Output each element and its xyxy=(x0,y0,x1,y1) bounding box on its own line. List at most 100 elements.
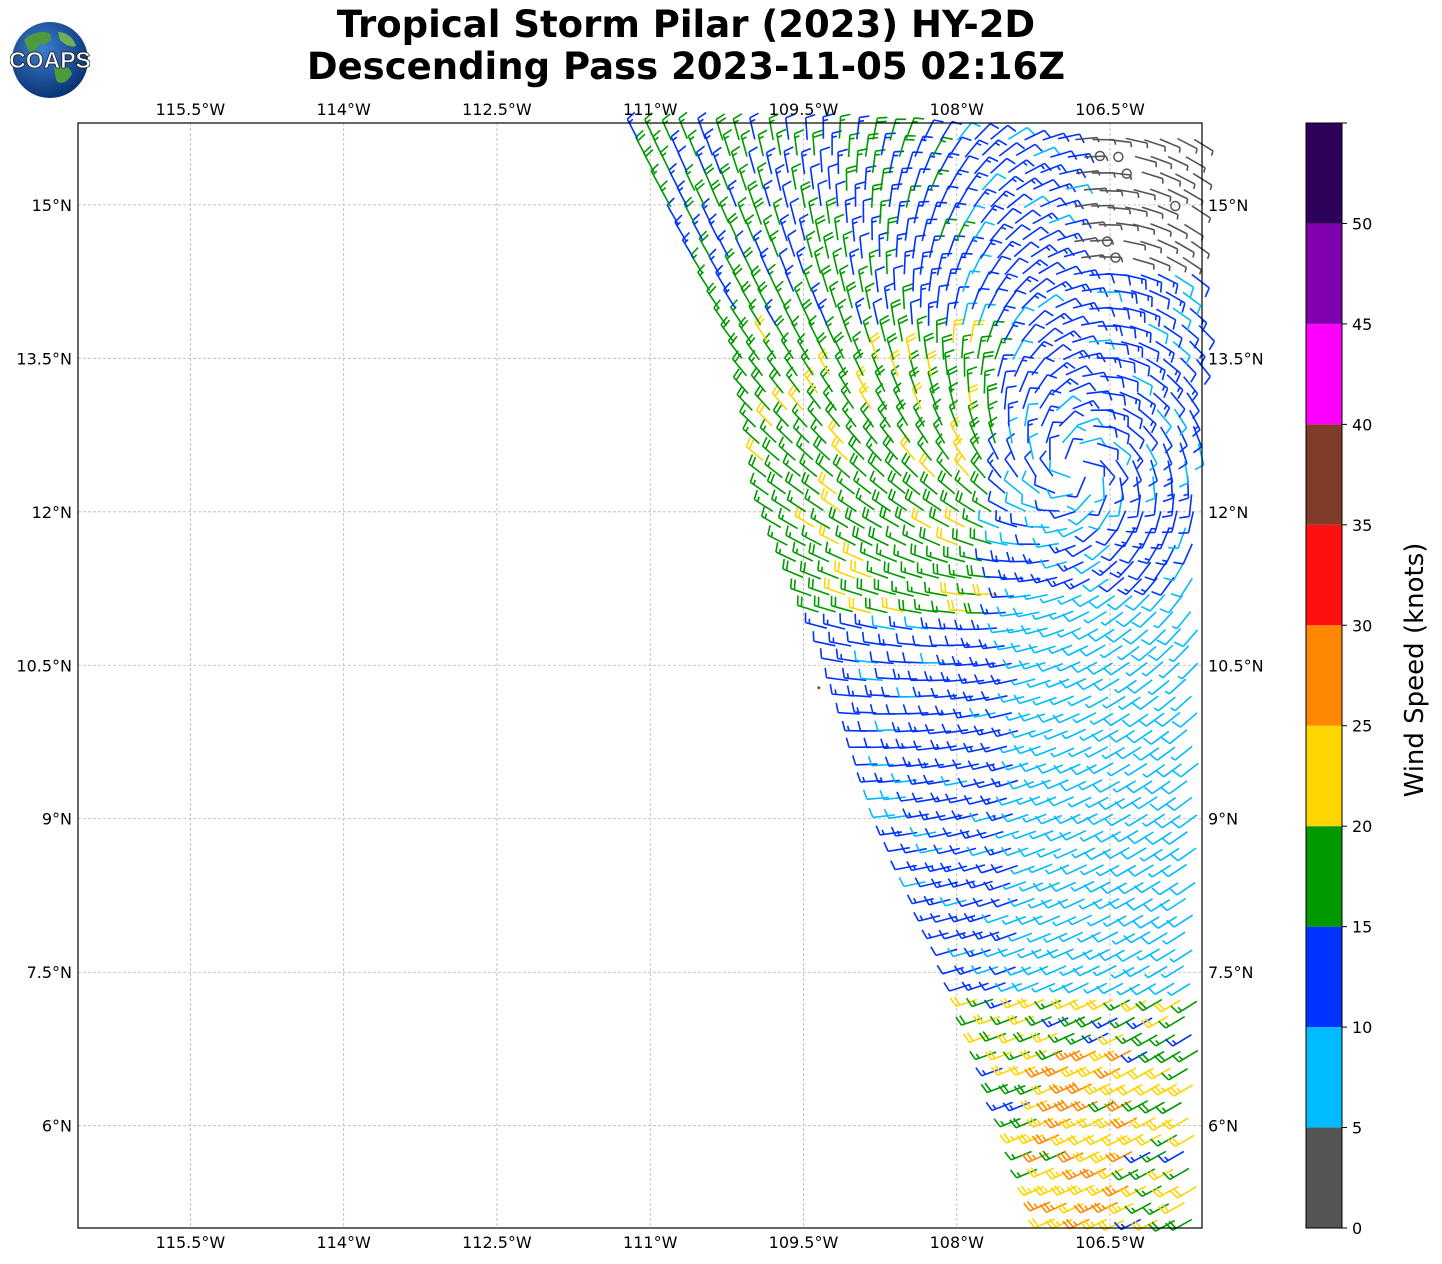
wind-barb xyxy=(1156,628,1182,646)
wind-barb xyxy=(1189,340,1206,366)
lat-label-left: 12°N xyxy=(32,503,72,522)
wind-barb xyxy=(1096,982,1124,995)
wind-barb xyxy=(969,432,983,460)
wind-barb xyxy=(1163,460,1174,488)
wind-barb xyxy=(1052,713,1080,724)
wind-barb xyxy=(1102,713,1130,727)
wind-barb xyxy=(809,163,821,190)
wind-barb xyxy=(742,419,760,445)
wind-barb xyxy=(958,861,986,872)
wind-barb xyxy=(902,808,929,819)
wind-barb xyxy=(1135,998,1163,1012)
wind-barb xyxy=(1111,932,1136,945)
wind-barb xyxy=(1095,864,1120,877)
wind-barb xyxy=(963,912,991,923)
wind-barb xyxy=(1167,188,1189,204)
wind-barb xyxy=(1021,1152,1049,1163)
wind-barb xyxy=(1150,223,1172,237)
wind-barb xyxy=(1101,746,1126,760)
wind-barb xyxy=(1050,1185,1078,1196)
wind-barb xyxy=(1038,229,1067,242)
wind-barb xyxy=(738,316,753,344)
wind-barb xyxy=(777,507,799,530)
wind-barb xyxy=(1052,916,1077,927)
colorbar: 0 5 10 15 20 25 30 35 40 45 50 xyxy=(1305,122,1372,1238)
wind-barb xyxy=(1100,611,1124,626)
wind-barb xyxy=(1013,744,1041,755)
wind-barb xyxy=(1038,261,1066,275)
wind-barb xyxy=(980,691,1008,702)
wind-barb xyxy=(762,332,777,360)
wind-barb xyxy=(1105,1150,1133,1163)
wind-barb xyxy=(708,248,721,276)
wind-barb xyxy=(1023,449,1037,477)
wind-barb xyxy=(890,298,902,326)
wind-barb xyxy=(1186,392,1200,420)
wind-barb xyxy=(748,146,758,174)
wind-barb xyxy=(1105,628,1132,643)
wind-barb xyxy=(1168,527,1187,550)
wind-barb xyxy=(941,723,969,734)
wind-barb xyxy=(820,488,840,511)
wind-barb xyxy=(1004,1150,1032,1161)
wind-barb xyxy=(835,702,861,715)
wind-barb xyxy=(782,558,804,579)
wind-barb xyxy=(962,302,978,326)
wind-barb xyxy=(1157,239,1179,255)
wind-barb xyxy=(1125,780,1153,794)
island-speck xyxy=(817,686,821,690)
wind-barb xyxy=(890,860,917,871)
wind-barb xyxy=(833,331,845,359)
wind-barb xyxy=(785,525,806,547)
wind-barb xyxy=(1116,374,1139,392)
wind-barb xyxy=(998,142,1026,157)
wind-barb xyxy=(1132,695,1159,710)
wind-barb xyxy=(1111,829,1139,843)
wind-barb xyxy=(838,264,849,292)
wind-barb xyxy=(1029,277,1056,293)
wind-barb xyxy=(1011,339,1034,360)
wind-barb xyxy=(1143,899,1171,912)
wind-barb xyxy=(789,578,812,597)
wind-barb xyxy=(924,827,952,838)
wind-barb xyxy=(906,861,934,872)
wind-barb xyxy=(1046,796,1075,807)
wind-barb xyxy=(1157,205,1179,220)
calm-circle xyxy=(1101,236,1113,247)
wind-barb xyxy=(1039,965,1067,976)
wind-barb xyxy=(979,604,1006,615)
wind-barb xyxy=(1102,391,1127,406)
wind-barb xyxy=(1167,1134,1195,1148)
wind-barb xyxy=(990,777,1019,788)
wind-barb xyxy=(815,452,834,478)
wind-barb xyxy=(963,947,991,958)
wind-barb xyxy=(938,618,964,630)
wind-barb xyxy=(842,230,853,258)
wind-barb xyxy=(955,220,976,242)
wind-barb xyxy=(844,196,856,223)
wind-barb xyxy=(987,490,1009,512)
wind-barb xyxy=(1159,172,1182,187)
wind-barb xyxy=(1017,948,1042,959)
wind-barb xyxy=(995,510,1018,528)
wind-barb xyxy=(1144,139,1166,152)
wind-barb xyxy=(1093,830,1121,843)
wind-barb xyxy=(1144,511,1162,534)
wind-barb xyxy=(1015,143,1043,157)
wind-barb xyxy=(944,348,955,376)
wind-barb xyxy=(981,173,1007,191)
wind-barb xyxy=(1017,847,1046,858)
wind-barb xyxy=(1013,572,1041,583)
wind-barb xyxy=(969,1050,997,1061)
wind-barb xyxy=(730,145,741,174)
wind-barb xyxy=(1067,746,1092,758)
wind-barb xyxy=(1003,966,1032,976)
wind-barb xyxy=(1074,1016,1102,1028)
lat-label-left: 6°N xyxy=(42,1117,72,1136)
wind-barb xyxy=(1174,408,1188,436)
wind-barb xyxy=(1161,729,1188,745)
wind-barb xyxy=(940,775,968,787)
wind-barb xyxy=(836,471,855,495)
wind-barb xyxy=(1056,661,1081,672)
wind-barb xyxy=(835,648,860,663)
